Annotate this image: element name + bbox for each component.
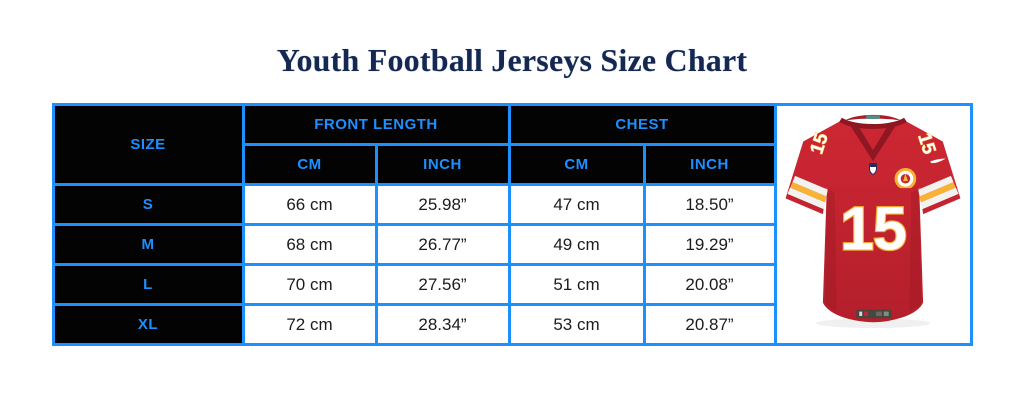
header-row-groups: SIZE FRONT LENGTH CHEST	[51, 103, 973, 346]
col-header-front-length: FRONT LENGTH	[241, 103, 511, 146]
header-row-units: CM INCH CM INCH	[53, 143, 971, 186]
jersey-image-cell: 15 15 15	[773, 103, 973, 346]
left-sleeve-stripes	[787, 175, 829, 210]
table-row-l: L 70 cm 27.56” 51 cm 20.08”	[51, 263, 971, 306]
jersey-side-shade-right	[909, 188, 922, 312]
jersey-vneck	[848, 122, 898, 162]
chest-inch-value: 20.08”	[642, 263, 777, 306]
page-title: Youth Football Jerseys Size Chart	[276, 42, 748, 78]
chest-cm-value: 53 cm	[507, 303, 646, 346]
front-length-cm-value: 70 cm	[241, 263, 378, 306]
col-header-chest: CHEST	[507, 103, 777, 146]
col-header-chest-cm: CM	[507, 143, 646, 186]
table-row-m: M 68 cm 26.77” 49 cm 19.29”	[51, 223, 971, 266]
front-length-inch-value: 25.98”	[374, 183, 511, 226]
team-patch	[894, 167, 917, 193]
swoosh-icon	[930, 158, 946, 164]
size-label: L	[51, 263, 245, 306]
chest-inch-value: 20.87”	[642, 303, 777, 346]
size-label: XL	[51, 303, 245, 346]
jersey-number-front: 15	[840, 195, 906, 263]
table-row-xl: XL 72 cm 28.34” 53 cm 20.87”	[51, 303, 971, 346]
jersey-side-shade-left	[824, 188, 837, 312]
front-length-inch-value: 26.77”	[374, 223, 511, 266]
table-row-s: S 66 cm 25.98” 47 cm 18.50”	[51, 183, 971, 226]
front-length-inch-value: 27.56”	[374, 263, 511, 306]
chest-inch-value: 18.50”	[642, 183, 777, 226]
jersey-collar-teal-tab	[866, 115, 880, 119]
size-label: M	[51, 223, 245, 266]
size-label: S	[51, 183, 245, 226]
chest-cm-value: 49 cm	[507, 223, 646, 266]
jersey-image: 15 15 15	[785, 114, 961, 329]
chest-inch-value: 19.29”	[642, 223, 777, 266]
jersey-shadow	[816, 318, 930, 329]
size-chart-table: SIZE FRONT LENGTH CHEST	[51, 103, 973, 346]
col-header-chest-inch: INCH	[642, 143, 777, 186]
jock-tag	[856, 309, 892, 319]
jersey-collar	[839, 117, 907, 129]
front-length-cm-value: 72 cm	[241, 303, 378, 346]
chest-cm-value: 51 cm	[507, 263, 646, 306]
front-length-inch-value: 28.34”	[374, 303, 511, 346]
jersey-body	[785, 119, 961, 323]
right-sleeve-stripes	[917, 175, 959, 210]
chest-cm-value: 47 cm	[507, 183, 646, 226]
col-header-front-cm: CM	[241, 143, 378, 186]
col-header-front-inch: INCH	[374, 143, 511, 186]
front-length-cm-value: 68 cm	[241, 223, 378, 266]
front-length-cm-value: 66 cm	[241, 183, 378, 226]
nfl-shield-logo	[869, 163, 877, 176]
col-header-size: SIZE	[51, 103, 245, 186]
